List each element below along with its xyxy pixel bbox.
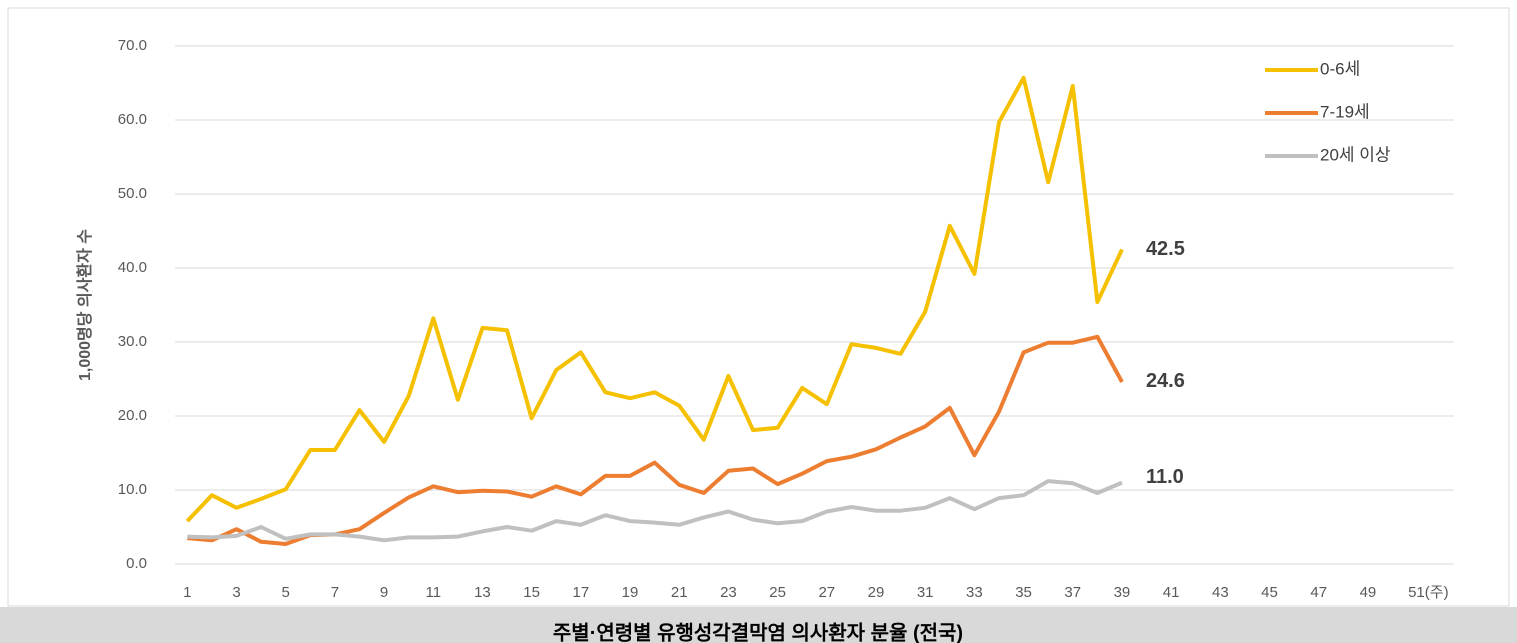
x-tick-label: 1	[183, 584, 191, 601]
x-tick-label: 27	[818, 584, 835, 601]
x-tick-label: 49	[1360, 584, 1377, 601]
data-label: 11.0	[1146, 466, 1184, 488]
x-tick-label: 35	[1015, 584, 1032, 601]
y-tick-label: 0.0	[126, 555, 147, 572]
x-tick-label: 37	[1064, 584, 1081, 601]
caption-band	[0, 607, 1517, 643]
data-line	[187, 334, 1124, 546]
x-tick-label: 41	[1163, 584, 1180, 601]
x-tick-label: 43	[1212, 584, 1229, 601]
data-line	[187, 479, 1123, 543]
x-tick-label: 45	[1261, 584, 1278, 601]
x-tick-label: 5	[282, 584, 290, 601]
y-tick-label: 10.0	[118, 481, 147, 498]
y-tick-label: 70.0	[118, 37, 147, 54]
legend-label: 0-6세	[1320, 59, 1360, 78]
data-label: 24.6	[1146, 370, 1185, 392]
x-tick-label: 47	[1310, 584, 1327, 601]
x-tick-label: 23	[720, 584, 737, 601]
x-tick-label: 15	[523, 584, 540, 601]
data-label: 42.5	[1146, 238, 1185, 260]
x-tick-label: 51(주)	[1408, 584, 1448, 601]
x-tick-label: 3	[232, 584, 240, 601]
x-tick-label: 33	[966, 584, 983, 601]
x-tick-label: 31	[917, 584, 934, 601]
y-tick-label: 40.0	[118, 259, 147, 276]
x-tick-label: 11	[425, 584, 441, 601]
x-tick-label: 17	[572, 584, 589, 601]
x-tick-label: 21	[671, 584, 688, 601]
y-axis-label: 1,000명당 의사환자 수	[76, 229, 94, 381]
y-tick-label: 30.0	[118, 333, 147, 350]
y-tick-label: 20.0	[118, 407, 147, 424]
y-tick-label: 50.0	[118, 185, 147, 202]
x-tick-label: 19	[622, 584, 639, 601]
chart-frame	[7, 7, 1510, 607]
x-tick-label: 29	[868, 584, 885, 601]
x-tick-label: 7	[331, 584, 339, 601]
x-tick-label: 39	[1114, 584, 1131, 601]
data-line	[185, 75, 1124, 523]
legend-label: 20세 이상	[1320, 145, 1391, 164]
x-tick-label: 9	[380, 584, 388, 601]
legend-label: 7-19세	[1320, 102, 1370, 121]
chart-title: 주별·연령별 유행성각결막염 의사환자 분율 (전국)	[553, 621, 963, 643]
x-tick-label: 25	[769, 584, 786, 601]
y-tick-label: 60.0	[118, 111, 147, 128]
x-tick-label: 13	[474, 584, 491, 601]
